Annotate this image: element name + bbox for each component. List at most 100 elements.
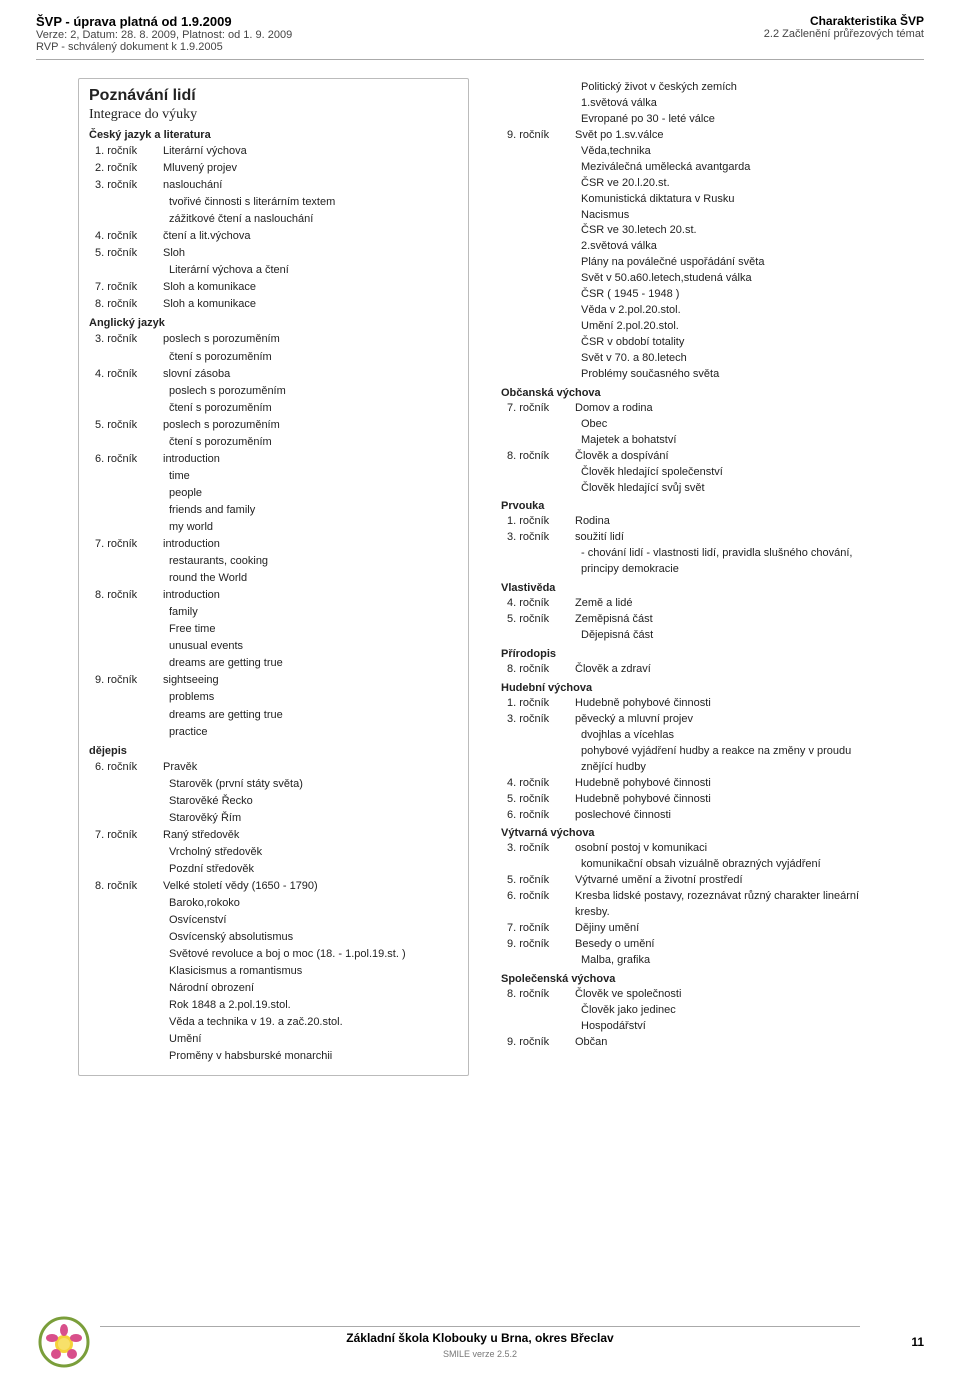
table-row: 7. ročníkDějiny umění [501,921,872,937]
header-right: Charakteristika ŠVP 2.2 Začlenění průřez… [764,14,924,40]
school-logo [36,1314,92,1370]
grade-label: 6. ročník [89,759,163,776]
grade-label: 5. ročník [501,792,575,808]
topic-label: Pozdní středověk [89,861,458,878]
topic-label: Plány na poválečné uspořádání světa [501,255,872,271]
subject-heading: Hudební výchova [501,682,872,694]
topic-label: introduction [163,536,458,553]
table-row: 1. ročníkLiterární výchova [89,143,458,160]
topic-label: Politický život v českých zemích [501,80,872,96]
topic-label: Mluvený projev [163,160,458,177]
page-header: ŠVP - úprava platná od 1.9.2009 Verze: 2… [36,14,924,60]
page-number: 11 [868,1335,924,1349]
doc-section-num: 2.2 Začlenění průřezových témat [764,28,924,40]
subject-heading: Český jazyk a literatura [89,129,458,141]
table-row: 4. ročníkčtení a lit.výchova [89,228,458,245]
topic-label: restaurants, cooking [89,553,458,570]
grade-label: 9. ročník [89,672,163,689]
topic-label: Člověk ve společnosti [575,987,872,1003]
table-row: 7. ročníkRaný středověk [89,827,458,844]
topic-label: dvojhlas a vícehlas [501,728,872,744]
topic-label: Národní obrození [89,980,458,997]
topic-label: time [89,468,458,485]
topic-label: komunikační obsah vizuálně obrazných vyj… [501,857,872,873]
table-row: 3. ročníkosobní postoj v komunikaci [501,841,872,857]
grade-label: 9. ročník [501,128,575,144]
topic-label: Věda v 2.pol.20.stol. [501,303,872,319]
topic-label: čtení a lit.výchova [163,228,458,245]
table-row: 6. ročníkPravěk [89,759,458,776]
topic-label: round the World [89,570,458,587]
topic-label: Člověk hledající společenství [501,465,872,481]
grade-label: 1. ročník [501,514,575,530]
table-row: 3. ročníksoužití lidí [501,530,872,546]
topic-label: Velké století vědy (1650 - 1790) [163,878,458,895]
table-row: 5. ročníkSloh [89,245,458,262]
table-row: 8. ročníkČlověk ve společnosti [501,987,872,1003]
table-row: 8. ročníkČlověk a zdraví [501,662,872,678]
table-row: 4. ročníkZemě a lidé [501,596,872,612]
table-row: 8. ročníkSloh a komunikace [89,296,458,313]
right-box: Politický život v českých zemích1.světov… [491,78,882,1055]
doc-title: ŠVP - úprava platná od 1.9.2009 [36,14,292,29]
subject-heading: Občanská výchova [501,387,872,399]
topic-label: Hudebně pohybové činnosti [575,776,872,792]
topic-label: poslech s porozuměním [163,331,458,348]
subject-heading: Výtvarná výchova [501,827,872,839]
page-footer: Základní škola Klobouky u Brna, okres Bř… [0,1314,960,1370]
topic-label: Literární výchova a čtení [89,262,458,279]
topic-label: Člověk hledající svůj svět [501,481,872,497]
table-row: 3. ročníknaslouchání [89,177,458,194]
topic-label: čtení s porozuměním [89,400,458,417]
grade-label: 7. ročník [501,401,575,417]
grade-label: 2. ročník [89,160,163,177]
topic-label: Svět po 1.sv.válce [575,128,872,144]
table-row: 4. ročníkHudebně pohybové činnosti [501,776,872,792]
topic-label: Malba, grafika [501,953,872,969]
topic-label: Věda,technika [501,144,872,160]
topic-label: Osvícenský absolutismus [89,929,458,946]
grade-label: 7. ročník [89,279,163,296]
topic-label: Člověk a zdraví [575,662,872,678]
grade-label: 7. ročník [89,536,163,553]
doc-char: Charakteristika ŠVP [764,14,924,28]
topic-label: Země a lidé [575,596,872,612]
subject-heading: Prvouka [501,500,872,512]
grade-label: 3. ročník [89,331,163,348]
table-row: 8. ročníkintroduction [89,587,458,604]
topic-label: Komunistická diktatura v Rusku [501,192,872,208]
right-content: Politický život v českých zemích1.světov… [501,80,872,1051]
grade-label: 4. ročník [501,776,575,792]
right-column: Politický život v českých zemích1.světov… [491,78,882,1082]
topic-label: Svět v 50.a60.letech,studená válka [501,271,872,287]
topic-label: čtení s porozuměním [89,434,458,451]
table-row: 1. ročníkRodina [501,514,872,530]
topic-label: slovní zásoba [163,366,458,383]
table-row: 9. ročníkSvět po 1.sv.válce [501,128,872,144]
topic-label: Člověk a dospívání [575,449,872,465]
topic-label: Kresba lidské postavy, rozeznávat různý … [575,889,872,921]
subject-heading: Vlastivěda [501,582,872,594]
integration-label: Integrace do výuky [89,107,458,123]
topic-label: practice [89,724,458,741]
topic-label: 1.světová válka [501,96,872,112]
table-row: 9. ročníkBesedy o umění [501,937,872,953]
grade-label: 8. ročník [501,662,575,678]
topic-label: Člověk jako jedinec [501,1003,872,1019]
grade-label: 1. ročník [501,696,575,712]
topic-label: ČSR ve 20.l.20.st. [501,176,872,192]
topic-label: Rok 1848 a 2.pol.19.stol. [89,997,458,1014]
grade-label: 9. ročník [501,937,575,953]
table-row: 7. ročníkintroduction [89,536,458,553]
table-row: 3. ročníkpěvecký a mluvní projev [501,712,872,728]
table-row: 7. ročníkSloh a komunikace [89,279,458,296]
topic-label: osobní postoj v komunikaci [575,841,872,857]
topic-label: poslech s porozuměním [163,417,458,434]
grade-label: 1. ročník [89,143,163,160]
topic-label: Občan [575,1035,872,1051]
grade-label: 4. ročník [89,228,163,245]
topic-label: Zeměpisná část [575,612,872,628]
grade-label: 8. ročník [501,449,575,465]
topic-label: Rodina [575,514,872,530]
table-row: 5. ročníkZeměpisná část [501,612,872,628]
